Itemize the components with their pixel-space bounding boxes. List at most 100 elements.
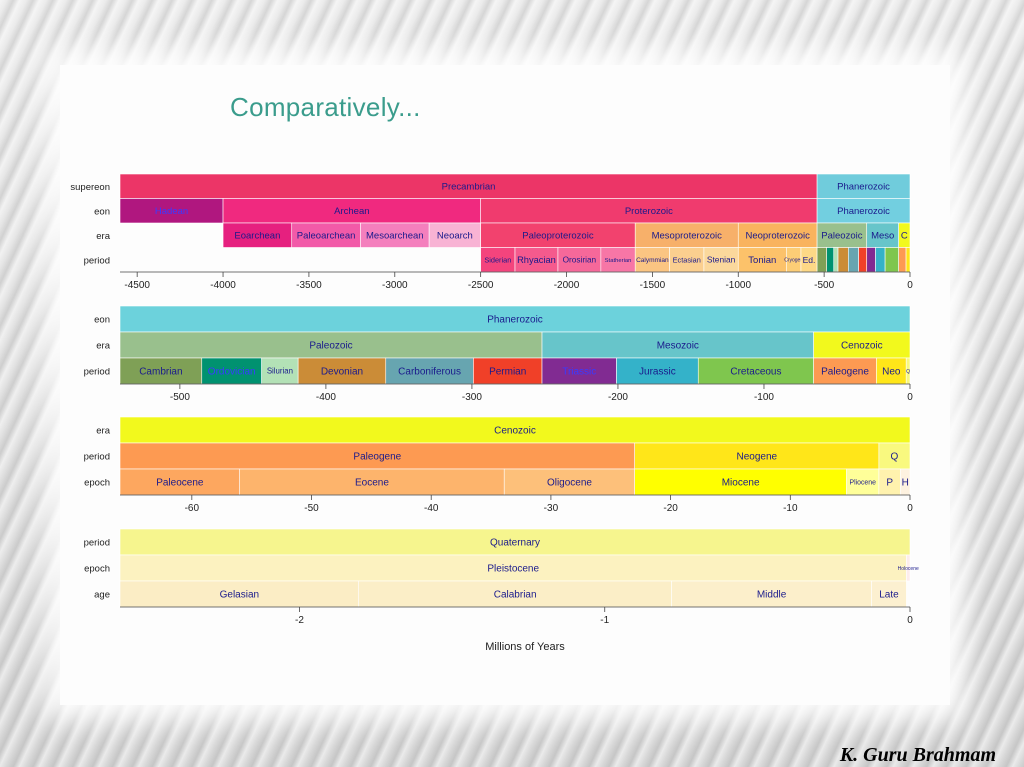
- time-segment: [634, 222, 739, 248]
- segment-label: Middle: [757, 590, 787, 601]
- row-label: supereon: [70, 182, 110, 193]
- time-segment: [119, 442, 635, 470]
- timeline-panel-precambrian-overview: supereon eon era period Precambrian Phanerozo…: [70, 173, 913, 291]
- segment-label: Statherian: [605, 258, 632, 264]
- segment-label: Calabrian: [494, 590, 537, 601]
- tick-label: -2000: [554, 280, 580, 291]
- time-segment: [876, 357, 907, 385]
- segment-label: Cretaceous: [730, 367, 781, 378]
- tick-label: 0: [907, 503, 913, 514]
- time-segment: [813, 357, 877, 385]
- segment-label: Eoarchean: [234, 231, 280, 242]
- tick-label: -30: [544, 503, 559, 514]
- tick-label: -3000: [382, 280, 408, 291]
- time-segment: [541, 331, 814, 359]
- segment-label: Meso: [871, 231, 894, 242]
- tick-label: -2: [295, 615, 304, 626]
- tick-label: -10: [783, 503, 798, 514]
- segment-label: Neoarch: [437, 231, 473, 242]
- segment-label: Pleistocene: [487, 564, 539, 575]
- segment-label: Cryogen: [784, 258, 803, 264]
- segment-label: Q: [906, 369, 910, 375]
- segment-label: Permian: [489, 367, 526, 378]
- time-segment: [858, 247, 868, 273]
- segment-label: Ed.: [803, 255, 816, 265]
- tick-label: -20: [663, 503, 678, 514]
- segment-label: Paleozoic: [821, 231, 862, 242]
- timeline-panel-phanerozoic: eon era period Phanerozoic Paleozoic Mesozoic…: [84, 305, 913, 403]
- time-segment: [119, 580, 360, 608]
- segment-label: P: [886, 478, 893, 489]
- slide-title: Comparatively...: [230, 92, 421, 122]
- segment-label: Neo: [882, 367, 901, 378]
- time-segment: [119, 528, 911, 556]
- time-segment: [119, 173, 818, 199]
- segment-label: Orosirian: [563, 256, 597, 265]
- segment-label: Neoproterozoic: [745, 231, 810, 242]
- segment-label: Pliocene: [850, 479, 877, 486]
- time-segment: [833, 247, 839, 273]
- time-segment: [119, 554, 907, 582]
- time-segment: [848, 247, 859, 273]
- x-axis-label: Millions of Years: [485, 641, 565, 653]
- tick-label: -60: [185, 503, 200, 514]
- row-label: epoch: [84, 478, 110, 489]
- segment-label: Calymmian: [636, 257, 669, 264]
- segment-label: Miocene: [722, 478, 760, 489]
- segment-label: Paleogene: [821, 367, 869, 378]
- tick-label: -400: [316, 392, 336, 403]
- timeline-panel-quaternary: period epoch age Quaternary Pleistocene Holoc…: [84, 528, 919, 626]
- segment-label: Proterozoic: [625, 206, 673, 217]
- time-segment: [201, 357, 262, 385]
- time-segment: [473, 357, 543, 385]
- segment-label: Rhyacian: [517, 255, 556, 265]
- time-segment: [480, 247, 516, 273]
- time-segment: [866, 222, 899, 248]
- segment-label: Mesoproterozoic: [652, 231, 722, 242]
- segment-label: Cambrian: [139, 367, 182, 378]
- tick-label: -50: [304, 503, 319, 514]
- time-segment: [816, 222, 868, 248]
- segment-label: Phanerozoic: [837, 206, 890, 217]
- author-credit: K. Guru Brahmam: [839, 744, 996, 766]
- row-label: epoch: [84, 564, 110, 575]
- segment-label: Mesozoic: [657, 341, 699, 352]
- segment-label: Ordovician: [208, 367, 256, 378]
- segment-label: Cenozoic: [841, 341, 883, 352]
- segment-label: Siderian: [484, 255, 511, 264]
- time-segment: [816, 173, 911, 199]
- row-label: period: [84, 452, 110, 463]
- segment-label: Silurian: [267, 367, 293, 376]
- segment-label: Archean: [334, 206, 369, 217]
- time-segment: [480, 222, 636, 248]
- tick-label: -1: [600, 615, 609, 626]
- segment-label: Phanerozoic: [837, 182, 890, 193]
- time-segment: [898, 247, 907, 273]
- timeline-panel-cenozoic: era period epoch Cenozoic Paleogene Neogene Q P…: [84, 416, 913, 514]
- segment-label: Quaternary: [490, 538, 540, 549]
- row-label: era: [96, 231, 110, 242]
- row-label: eon: [94, 315, 110, 326]
- tick-label: -4500: [124, 280, 150, 291]
- time-segment: [119, 357, 203, 385]
- segment-label: Paleogene: [353, 452, 401, 463]
- time-segment: [385, 357, 474, 385]
- segment-label: C: [901, 231, 908, 242]
- segment-label: Carboniferous: [398, 367, 461, 378]
- time-segment: [119, 416, 911, 444]
- tick-label: 0: [907, 615, 913, 626]
- segment-label: Ectasian: [673, 255, 701, 264]
- segment-label: Paleoarchean: [297, 231, 356, 242]
- row-label: era: [96, 341, 110, 352]
- tick-label: 0: [907, 280, 913, 291]
- time-segment: [737, 222, 818, 248]
- tick-label: -200: [608, 392, 628, 403]
- time-segment: [119, 305, 911, 333]
- time-segment: [360, 222, 430, 248]
- segment-label: H: [902, 478, 909, 489]
- segment-label: Tonian: [748, 255, 776, 266]
- time-segment: [634, 468, 847, 496]
- time-segment: [297, 357, 387, 385]
- segment-label: Triassic: [562, 367, 596, 378]
